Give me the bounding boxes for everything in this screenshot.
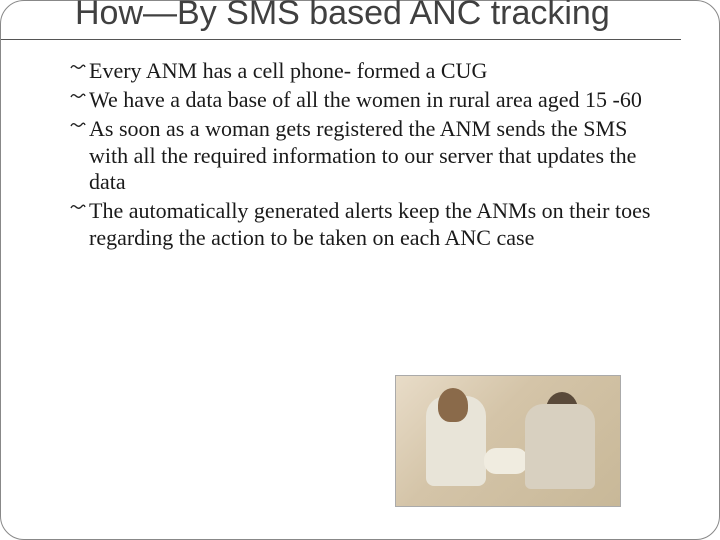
slide-container: How—By SMS based ANC tracking Every ANM …: [0, 0, 720, 540]
bullet-item: We have a data base of all the women in …: [69, 87, 659, 114]
bullet-item: Every ANM has a cell phone- formed a CUG: [69, 58, 659, 85]
bullet-text: The automatically generated alerts keep …: [89, 198, 659, 252]
bullet-icon: [69, 116, 87, 142]
slide-title: How—By SMS based ANC tracking: [75, 0, 681, 33]
bullet-icon: [69, 58, 87, 84]
bullet-text: As soon as a woman gets registered the A…: [89, 116, 659, 196]
bullet-text: Every ANM has a cell phone- formed a CUG: [89, 58, 659, 85]
image-figure: [484, 448, 528, 474]
bullet-icon: [69, 198, 87, 224]
bullet-item: The automatically generated alerts keep …: [69, 198, 659, 252]
bullet-item: As soon as a woman gets registered the A…: [69, 116, 659, 196]
image-figure: [438, 388, 468, 422]
bullet-icon: [69, 87, 87, 113]
bullet-text: We have a data base of all the women in …: [89, 87, 659, 114]
content-area: Every ANM has a cell phone- formed a CUG…: [1, 40, 719, 252]
image-figure: [546, 392, 578, 428]
title-section: How—By SMS based ANC tracking: [1, 0, 681, 40]
slide-image: [395, 375, 621, 507]
